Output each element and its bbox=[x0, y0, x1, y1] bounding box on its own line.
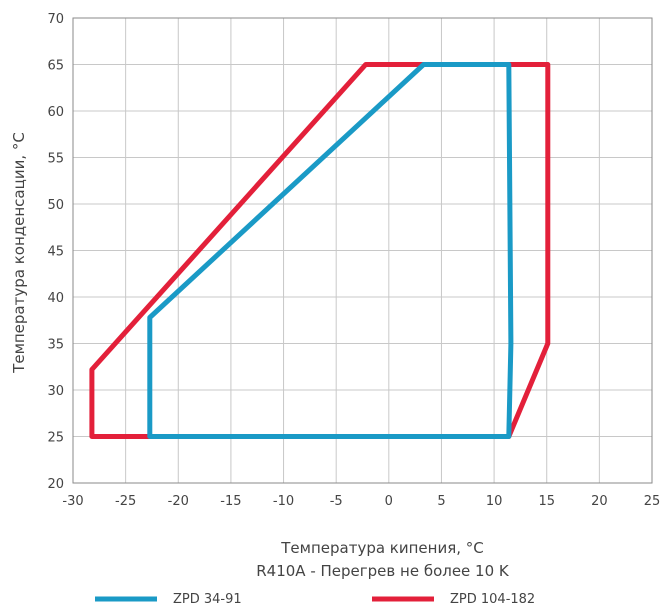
x-tick-label: 20 bbox=[591, 494, 608, 509]
y-tick-label: 25 bbox=[47, 431, 64, 446]
x-tick-label: 15 bbox=[538, 494, 555, 509]
x-tick-label: -10 bbox=[273, 494, 294, 509]
x-tick-label: 5 bbox=[437, 494, 445, 509]
y-tick-label: 55 bbox=[47, 152, 64, 167]
legend-label: ZPD 34-91 bbox=[173, 592, 242, 607]
y-tick-label: 45 bbox=[47, 245, 64, 260]
plot-frame bbox=[72, 17, 653, 484]
series-line-zpd-34-91 bbox=[147, 62, 514, 439]
x-tick-label: 10 bbox=[486, 494, 503, 509]
y-tick-label: 60 bbox=[47, 105, 64, 120]
x-axis-ticks: -30 -25 -20 -15 -10 -5 0 5 10 15 20 25 bbox=[62, 494, 660, 509]
y-tick-label: 20 bbox=[47, 477, 64, 492]
x-tick-label: -30 bbox=[62, 494, 83, 509]
series-layer bbox=[89, 62, 551, 439]
chart-subtitle: R410A - Перегрев не более 10 K bbox=[256, 562, 510, 580]
y-tick-label: 40 bbox=[47, 291, 64, 306]
x-tick-label: -5 bbox=[330, 494, 343, 509]
legend: ZPD 34-91 ZPD 104-182 bbox=[95, 592, 535, 607]
y-tick-label: 50 bbox=[47, 198, 64, 213]
legend-label: ZPD 104-182 bbox=[450, 592, 535, 607]
x-axis-title: Температура кипения, °C bbox=[280, 539, 484, 557]
x-tick-label: -25 bbox=[115, 494, 136, 509]
y-tick-label: 35 bbox=[47, 338, 64, 353]
x-tick-label: 0 bbox=[385, 494, 393, 509]
y-axis-ticks: 20 25 30 35 40 45 50 55 60 65 70 bbox=[47, 12, 64, 492]
y-tick-label: 30 bbox=[47, 384, 64, 399]
x-tick-label: 25 bbox=[644, 494, 661, 509]
x-tick-label: -15 bbox=[220, 494, 241, 509]
y-tick-label: 70 bbox=[47, 12, 64, 27]
grid bbox=[72, 17, 653, 484]
y-axis-title: Температура конденсации, °C bbox=[10, 132, 28, 374]
x-tick-label: -20 bbox=[168, 494, 189, 509]
y-tick-label: 65 bbox=[47, 59, 64, 74]
